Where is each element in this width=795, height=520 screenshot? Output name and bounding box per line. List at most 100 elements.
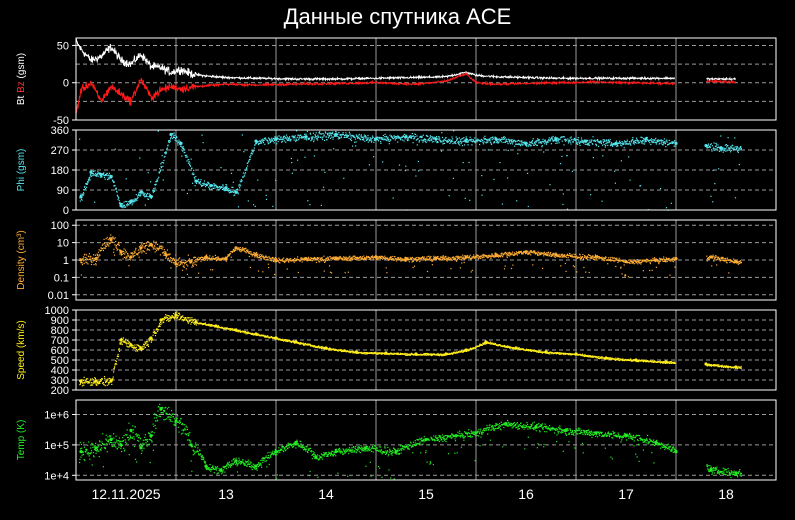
scatter-mark (367, 256, 369, 258)
scatter-mark (358, 259, 360, 261)
scatter-mark (94, 377, 96, 379)
scatter-mark (140, 243, 143, 245)
scatter-mark (271, 139, 274, 141)
scatter-mark (379, 136, 381, 139)
scatter-mark (458, 257, 460, 259)
scatter-mark (155, 243, 157, 245)
scatter-mark (474, 255, 476, 258)
scatter-mark (124, 342, 127, 344)
scatter-mark (156, 248, 158, 250)
scatter-mark (430, 259, 432, 261)
scatter-mark (438, 139, 440, 141)
scatter-mark (564, 255, 566, 257)
scatter-mark (726, 150, 728, 152)
scatter-mark (178, 139, 180, 141)
scatter-mark (400, 353, 402, 355)
scatter-mark (725, 257, 727, 259)
scatter-mark (339, 255, 341, 258)
scatter-mark (407, 137, 409, 139)
scatter-mark (557, 137, 559, 139)
scatter-mark (246, 331, 248, 333)
scatter-mark (459, 257, 461, 259)
scatter-mark (384, 258, 387, 260)
scatter-mark (211, 258, 213, 260)
scatter-mark (429, 258, 431, 260)
scatter-mark (125, 204, 128, 206)
scatter-mark (233, 190, 235, 192)
scatter-mark (604, 258, 606, 260)
scatter-mark (190, 319, 192, 321)
scatter-mark (144, 343, 146, 345)
scatter-mark (728, 259, 731, 261)
scatter-mark (104, 247, 107, 249)
scatter-mark (613, 144, 615, 146)
scatter-mark (443, 140, 445, 142)
scatter-mark (346, 350, 348, 352)
scatter-mark (389, 257, 391, 259)
scatter-mark (243, 332, 245, 334)
scatter-mark (341, 257, 343, 259)
scatter-mark (239, 330, 241, 332)
scatter-mark (165, 257, 167, 259)
scatter-mark (124, 251, 126, 253)
scatter-mark (463, 258, 465, 260)
scatter-mark (227, 190, 229, 192)
scatter-mark (440, 256, 443, 258)
scatter-mark (508, 141, 510, 143)
scatter-mark (306, 344, 308, 346)
scatter-mark (657, 260, 659, 262)
scatter-mark (629, 179, 631, 181)
scatter-mark (189, 320, 192, 322)
scatter-mark (142, 250, 144, 252)
scatter-mark (719, 259, 721, 261)
scatter-mark (111, 241, 114, 243)
scatter-mark (282, 138, 284, 140)
scatter-mark (150, 244, 152, 246)
scatter-mark (90, 260, 92, 262)
scatter-mark (431, 354, 433, 356)
scatter-mark (634, 259, 636, 261)
scatter-mark (315, 261, 318, 264)
scatter-mark (366, 353, 368, 355)
scatter-mark (597, 257, 599, 259)
scatter-mark (113, 181, 115, 183)
scatter-mark (85, 183, 87, 185)
scatter-mark (569, 253, 571, 255)
scatter-mark (226, 327, 228, 329)
scatter-mark (290, 138, 292, 140)
scatter-mark (348, 131, 350, 133)
scatter-mark (188, 320, 191, 322)
scatter-mark (726, 259, 728, 261)
scatter-mark (245, 169, 247, 171)
scatter-mark (115, 187, 117, 190)
scatter-mark (159, 323, 161, 325)
scatter-mark (474, 257, 476, 259)
scatter-mark (497, 345, 500, 347)
scatter-mark (83, 384, 85, 386)
scatter-mark (268, 256, 270, 258)
scatter-mark (412, 142, 414, 144)
scatter-mark (460, 142, 462, 144)
scatter-mark (105, 245, 107, 248)
scatter-mark (494, 256, 496, 258)
scatter-mark (123, 205, 125, 207)
scatter-mark (248, 255, 250, 258)
scatter-mark (365, 136, 367, 138)
scatter-mark (228, 254, 230, 256)
scatter-mark (544, 140, 546, 142)
scatter-mark (428, 138, 430, 140)
scatter-mark (325, 259, 327, 261)
scatter-mark (415, 175, 417, 177)
scatter-mark (714, 145, 717, 147)
scatter-mark (251, 332, 254, 334)
scatter-mark (497, 344, 499, 346)
scatter-mark (248, 158, 250, 161)
scatter-mark (452, 352, 454, 354)
scatter-mark (115, 363, 117, 365)
scatter-mark (112, 180, 114, 182)
scatter-mark (186, 317, 188, 319)
scatter-mark (569, 255, 571, 257)
scatter-mark (540, 251, 542, 254)
scatter-mark (135, 346, 137, 348)
scatter-mark (114, 185, 116, 187)
